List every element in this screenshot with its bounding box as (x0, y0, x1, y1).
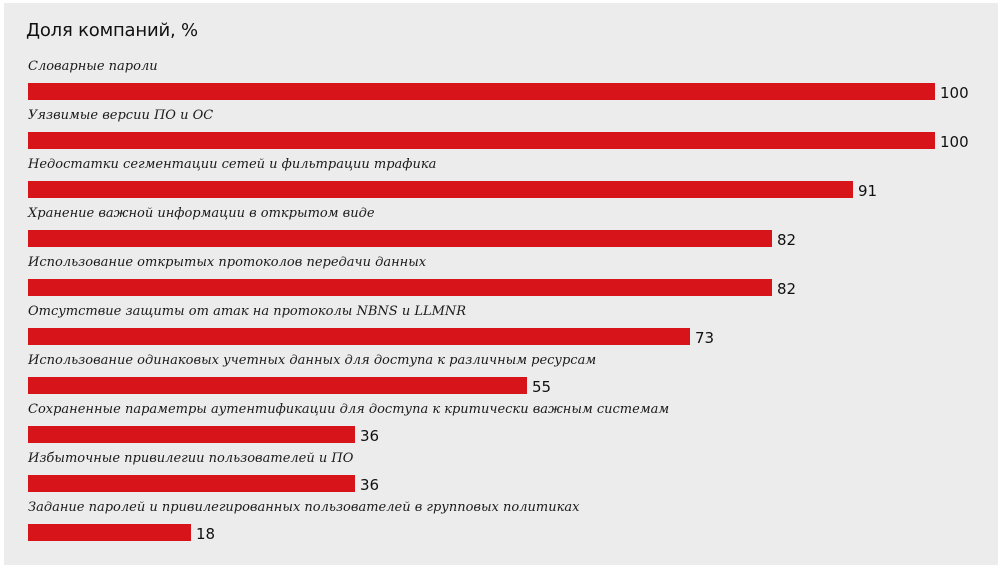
category-label: Уязвимые версии ПО и ОС (28, 108, 214, 123)
category-label: Использование одинаковых учетных данных … (28, 353, 597, 368)
value-label: 36 (360, 427, 380, 445)
value-label: 82 (777, 231, 797, 249)
bar (28, 328, 690, 345)
category-label: Избыточные привилегии пользователей и ПО (28, 451, 354, 466)
chart-title: Доля компаний, % (26, 20, 198, 41)
bar (28, 279, 772, 296)
value-label: 36 (360, 476, 380, 494)
bar (28, 524, 191, 541)
value-label: 100 (940, 84, 969, 102)
bar (28, 426, 355, 443)
value-label: 82 (777, 280, 797, 298)
value-label: 18 (196, 525, 216, 543)
bar (28, 475, 355, 492)
bar (28, 132, 935, 149)
value-label: 100 (940, 133, 969, 151)
category-label: Сохраненные параметры аутентификации для… (28, 402, 670, 417)
category-label: Недостатки сегментации сетей и фильтраци… (28, 157, 437, 172)
category-label: Словарные пароли (28, 59, 158, 74)
category-label: Отсутствие защиты от атак на протоколы N… (28, 304, 467, 319)
category-label: Задание паролей и привилегированных поль… (28, 500, 580, 515)
bar (28, 83, 935, 100)
value-label: 73 (695, 329, 715, 347)
bar (28, 230, 772, 247)
category-label: Использование открытых протоколов переда… (28, 255, 427, 270)
value-label: 55 (532, 378, 552, 396)
bar (28, 377, 527, 394)
bar (28, 181, 853, 198)
value-label: 91 (858, 182, 878, 200)
category-label: Хранение важной информации в открытом ви… (28, 206, 375, 221)
